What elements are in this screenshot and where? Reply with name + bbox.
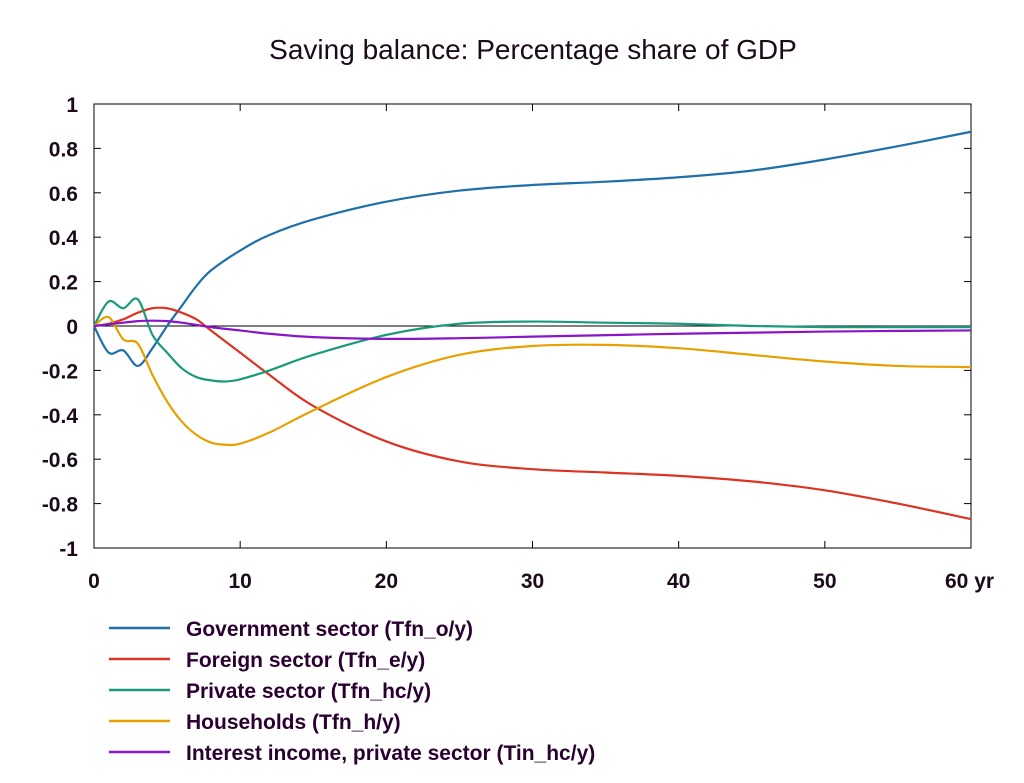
x-tick-label: 20 xyxy=(375,570,398,593)
series-line-private-sector xyxy=(93,297,971,383)
series-line-interest-income xyxy=(93,319,972,341)
y-tick-label: -0.2 xyxy=(42,360,78,383)
x-tick-label: 60 yr xyxy=(945,570,994,593)
x-tick-label: 40 xyxy=(667,570,690,593)
y-tick-label: 0.8 xyxy=(49,138,79,161)
legend-label-foreign-sector: Foreign sector (Tfn_e/y) xyxy=(186,649,425,672)
y-tick-label: 0.6 xyxy=(49,183,78,206)
y-tick-label: 0 xyxy=(66,316,78,339)
y-tick-label: 0.4 xyxy=(49,227,79,250)
legend-label-government-sector: Government sector (Tfn_o/y) xyxy=(186,618,473,641)
chart-title: Saving balance: Percentage share of GDP xyxy=(269,34,797,65)
x-tick-label: 30 xyxy=(521,570,544,593)
series-line-foreign-sector xyxy=(93,306,972,521)
x-tick-label: 0 xyxy=(88,570,100,593)
legend-label-private-sector: Private sector (Tfn_hc/y) xyxy=(186,680,431,703)
ticks-layer: 1 0.8 0.6 0.4 0.2 0 -0.2 -0.4 -0.6 -0.8 -1 0 10 20 30 4… xyxy=(42,94,994,593)
y-tick-label: -1 xyxy=(59,538,78,561)
x-tick-label: 10 xyxy=(228,570,251,593)
series-layer xyxy=(93,130,972,521)
y-tick-label: 1 xyxy=(66,94,78,117)
legend-label-interest-income: Interest income, private sector (Tin_hc/… xyxy=(186,742,595,765)
x-tick-label: 50 xyxy=(813,570,836,593)
y-tick-label: -0.4 xyxy=(42,405,79,428)
legend-label-households: Households (Tfn_h/y) xyxy=(186,711,401,734)
y-tick-label: 0.2 xyxy=(49,272,78,295)
legend: Government sector (Tfn_o/y) Foreign secto… xyxy=(109,618,595,765)
y-tick-label: -0.6 xyxy=(42,449,78,472)
y-tick-label: -0.8 xyxy=(42,494,79,517)
series-line-households xyxy=(93,315,972,447)
